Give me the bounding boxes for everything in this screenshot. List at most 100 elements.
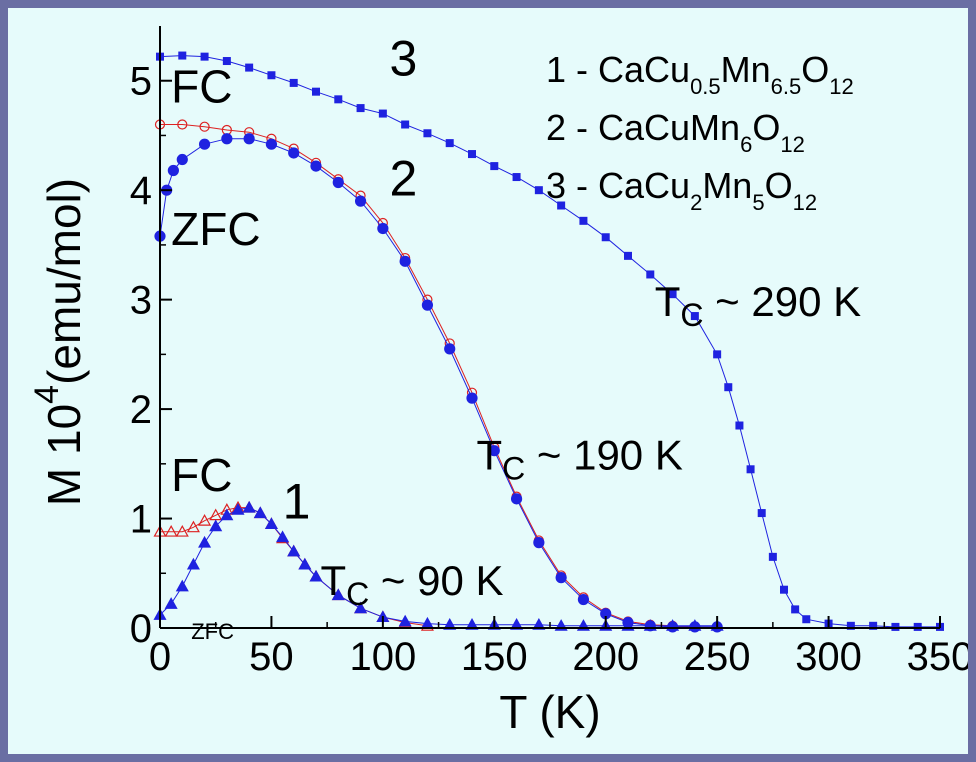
point-3-38 xyxy=(913,622,922,631)
point-1-zfc-6 xyxy=(220,508,234,521)
point-3-25 xyxy=(713,350,722,359)
point-3-19 xyxy=(579,216,588,225)
legend: 1 - CaCu0.5Mn6.5O12 2 - CaCuMn6O12 3 - CaC… xyxy=(546,49,854,215)
point-2-zfc-4 xyxy=(198,138,211,150)
legend-entry-2: 2 - CaCuMn6O12 xyxy=(546,107,805,157)
fc-label-2: FC xyxy=(171,61,232,113)
point-3-36 xyxy=(869,621,878,630)
legend-entry-3: 3 - CaCu2Mn5O12 xyxy=(546,165,817,215)
fc-label-1: FC xyxy=(171,449,232,501)
point-3-4 xyxy=(245,63,254,72)
point-1-zfc-24 xyxy=(532,617,546,630)
y-tick-label-3: 3 xyxy=(130,279,152,323)
point-3-27 xyxy=(735,421,744,430)
point-3-35 xyxy=(846,621,855,630)
point-3-6 xyxy=(289,78,298,87)
point-3-31 xyxy=(780,585,788,594)
point-1-zfc-23 xyxy=(510,617,524,630)
point-2-zfc-21 xyxy=(577,593,590,606)
point-3-23 xyxy=(668,290,677,299)
point-1-zfc-16 xyxy=(354,601,368,614)
point-2-zfc-7 xyxy=(265,138,278,150)
point-2-fc-2 xyxy=(199,121,210,132)
x-tick-label-350: 350 xyxy=(907,635,968,679)
curve-3-number: 3 xyxy=(390,30,418,86)
point-2-zfc-19 xyxy=(533,537,545,549)
point-1-zfc-11 xyxy=(276,530,290,543)
series-3-line xyxy=(159,55,940,628)
point-1-zfc-2 xyxy=(175,579,189,592)
y-axis-title: M 104(emu/mol) xyxy=(28,178,90,506)
point-3-9 xyxy=(356,104,365,113)
point-1-fc-3 xyxy=(186,520,200,533)
point-3-11 xyxy=(401,120,410,129)
point-2-zfc-10 xyxy=(332,176,344,189)
point-1-zfc-14 xyxy=(309,569,323,582)
point-3-12 xyxy=(423,129,432,138)
point-3-10 xyxy=(378,109,387,118)
point-1-zfc-1 xyxy=(164,597,178,609)
point-2-zfc-17 xyxy=(488,445,500,457)
point-3-15 xyxy=(490,162,499,171)
legend-entry-1: 1 - CaCu0.5Mn6.5O12 xyxy=(546,49,854,99)
point-3-20 xyxy=(601,233,610,242)
x-tick-label-150: 150 xyxy=(461,635,528,679)
point-3-8 xyxy=(334,95,343,104)
point-2-zfc-15 xyxy=(444,343,456,355)
point-2-zfc-8 xyxy=(288,147,300,159)
zfc-label-1: ZFC xyxy=(191,619,234,644)
point-1-fc-1 xyxy=(164,524,178,537)
point-2-zfc-9 xyxy=(310,160,322,172)
point-3-17 xyxy=(534,186,543,195)
point-1-fc-2 xyxy=(175,524,189,537)
y-tick-label-1: 1 xyxy=(130,498,152,542)
point-2-zfc-3 xyxy=(176,153,188,166)
x-axis-title: T (K) xyxy=(499,686,600,738)
point-2-zfc-13 xyxy=(399,255,411,267)
curve-1-number: 1 xyxy=(283,474,311,530)
x-tick-label-200: 200 xyxy=(572,635,639,679)
point-1-zfc-4 xyxy=(198,535,212,548)
point-3-33 xyxy=(802,615,811,624)
point-2-zfc-6 xyxy=(243,133,255,145)
point-1-zfc-3 xyxy=(186,557,200,570)
point-3-29 xyxy=(757,509,766,518)
point-2-zfc-11 xyxy=(354,195,367,207)
tc-290: TC ~ 290 K xyxy=(655,278,861,333)
point-3-7 xyxy=(312,87,320,96)
point-2-fc-1 xyxy=(177,119,188,130)
point-1-zfc-15 xyxy=(331,588,345,601)
point-1-zfc-20 xyxy=(443,617,457,630)
curve-2-number: 2 xyxy=(390,151,418,207)
point-1-zfc-5 xyxy=(209,519,223,532)
y-tick-label-4: 4 xyxy=(130,169,152,213)
point-3-1 xyxy=(178,51,187,60)
point-2-zfc-12 xyxy=(377,222,389,235)
point-3-30 xyxy=(768,552,777,561)
point-3-16 xyxy=(512,173,521,182)
point-3-26 xyxy=(724,383,733,392)
point-3-21 xyxy=(624,251,632,260)
point-2-zfc-14 xyxy=(421,299,434,311)
x-tick-label-0: 0 xyxy=(149,635,171,679)
axes: 0 50 100 150 200 250 300 350 0 1 2 3 4 5 xyxy=(130,26,968,679)
point-2-zfc-18 xyxy=(510,493,523,505)
zfc-label-2: ZFC xyxy=(171,203,260,255)
point-1-zfc-9 xyxy=(253,506,267,519)
point-1-zfc-8 xyxy=(242,500,256,513)
point-3-5 xyxy=(267,71,276,80)
point-1-zfc-18 xyxy=(398,614,412,627)
x-tick-label-300: 300 xyxy=(795,635,862,679)
chart-frame: 0 50 100 150 200 250 300 350 0 1 2 3 4 5 T (K) M 104(e… xyxy=(8,8,968,754)
y-tick-label-5: 5 xyxy=(130,60,152,104)
point-3-2 xyxy=(200,52,209,61)
point-2-zfc-16 xyxy=(466,392,478,404)
point-3-32 xyxy=(791,605,800,614)
x-tick-label-250: 250 xyxy=(684,635,751,679)
point-1-zfc-21 xyxy=(465,617,479,630)
x-tick-label-50: 50 xyxy=(249,635,294,679)
point-3-18 xyxy=(557,201,566,210)
point-2-zfc-5 xyxy=(221,133,233,145)
point-2-zfc-20 xyxy=(555,572,567,584)
point-1-zfc-7 xyxy=(231,503,245,515)
